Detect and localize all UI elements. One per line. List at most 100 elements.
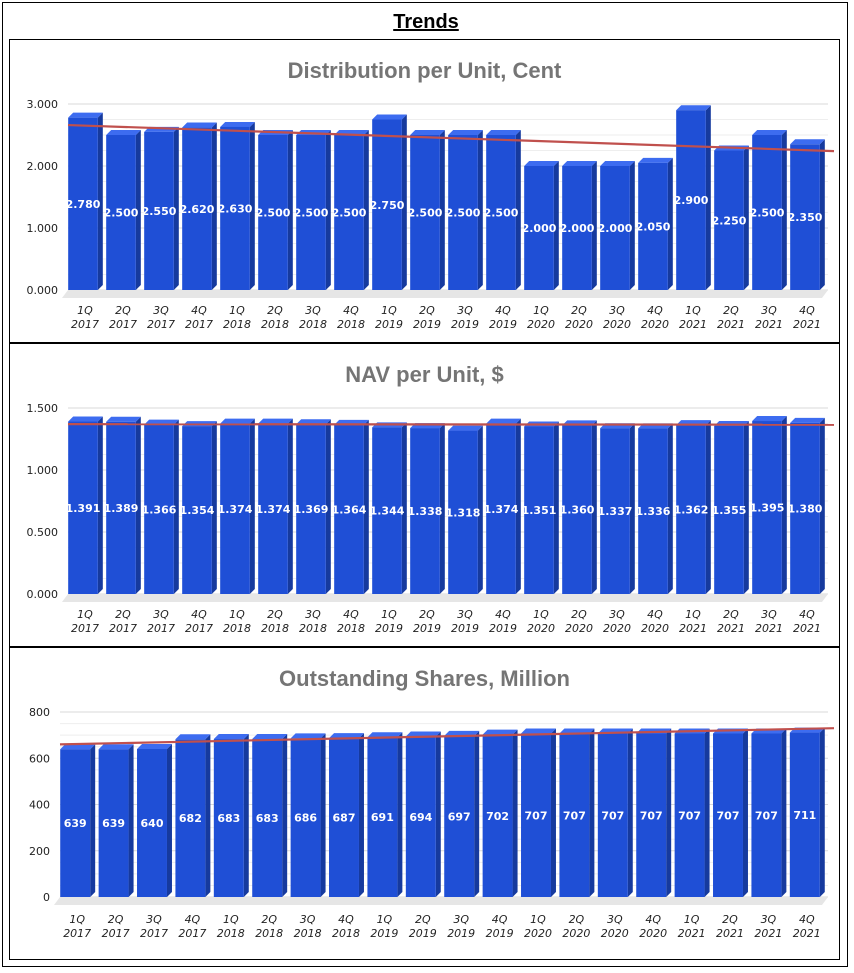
data-label: 2.500 — [408, 207, 443, 220]
x-tick-label: 2019 — [413, 318, 441, 331]
bar-front — [220, 126, 250, 290]
y-tick-label: 1.500 — [27, 402, 59, 415]
x-tick-label: 2020 — [601, 927, 629, 940]
bar-side — [97, 416, 103, 594]
bar-side — [591, 420, 597, 594]
bar-side — [742, 728, 748, 897]
bar — [448, 425, 483, 594]
x-tick-label: 2021 — [679, 318, 707, 331]
bar-front — [405, 736, 436, 897]
bar — [290, 733, 326, 897]
bar-front — [638, 428, 668, 594]
data-label: 2.500 — [446, 207, 481, 220]
data-label: 1.354 — [180, 504, 215, 517]
trendline — [67, 423, 835, 426]
bar — [444, 730, 480, 897]
bar-top — [182, 122, 217, 128]
bar-top — [444, 730, 480, 736]
bar-side — [325, 419, 331, 594]
x-tick-label: 2Q — [261, 913, 277, 926]
bar-front — [220, 423, 250, 594]
data-label: 2.050 — [636, 220, 671, 233]
bar-front — [486, 135, 516, 290]
bar-top — [68, 112, 103, 118]
bar-side — [629, 423, 635, 594]
bar — [790, 417, 825, 594]
data-label: 707 — [640, 809, 663, 822]
bar-front — [98, 749, 129, 897]
bar-side — [97, 112, 103, 290]
bar-top — [258, 418, 293, 424]
bar-front — [600, 428, 630, 594]
x-tick-label: 2018 — [261, 622, 289, 635]
bar-front — [60, 749, 91, 897]
x-tick-label: 2018 — [261, 318, 289, 331]
x-tick-label: 4Q — [799, 608, 815, 621]
x-tick-label: 3Q — [305, 608, 321, 621]
bar-side — [282, 734, 288, 897]
bar — [175, 734, 211, 897]
bar-top — [790, 417, 825, 423]
bar-top — [676, 105, 711, 111]
bar-top — [367, 732, 403, 738]
bar-side — [705, 420, 711, 594]
y-tick-label: 0.500 — [27, 526, 59, 539]
bar-front — [752, 421, 782, 594]
bar-side — [135, 416, 141, 594]
bar-side — [205, 734, 211, 897]
bar-front — [524, 166, 554, 290]
bar-front — [597, 733, 628, 897]
data-label: 686 — [294, 812, 317, 825]
bar-top — [175, 734, 211, 740]
chart-floor — [62, 594, 828, 602]
bar-side — [363, 419, 369, 594]
data-label: 707 — [601, 809, 624, 822]
bar-front — [334, 424, 364, 594]
bar-side — [819, 139, 825, 290]
data-label: 2.500 — [750, 207, 785, 220]
x-tick-label: 2019 — [489, 318, 517, 331]
bar-side — [243, 734, 249, 897]
bar — [524, 161, 559, 290]
bar-front — [752, 135, 782, 290]
distribution-chart-panel: Distribution per Unit, Cent 0.000 1.000 2.0… — [9, 39, 840, 343]
x-tick-label: 2020 — [565, 318, 593, 331]
bar — [714, 145, 749, 290]
bar — [258, 418, 293, 594]
bar-front — [790, 144, 820, 290]
bar-front — [334, 135, 364, 290]
bar — [752, 416, 787, 594]
data-label: 2.500 — [332, 207, 367, 220]
data-label: 1.380 — [788, 502, 823, 515]
x-tick-label: 2Q — [723, 608, 739, 621]
bar — [296, 419, 331, 594]
bar-front — [600, 166, 630, 290]
bar-side — [667, 157, 673, 290]
bar-front — [714, 150, 744, 290]
bar — [790, 139, 825, 290]
x-tick-label: 2018 — [337, 622, 365, 635]
bar — [367, 732, 403, 897]
y-tick-label: 1.000 — [27, 464, 59, 477]
data-label: 2.500 — [294, 207, 329, 220]
x-tick-label: 3Q — [607, 913, 623, 926]
x-tick-label: 1Q — [381, 608, 397, 621]
page-title: Trends — [393, 11, 459, 33]
x-tick-label: 3Q — [457, 608, 473, 621]
data-label: 2.500 — [256, 207, 291, 220]
bar-front — [638, 162, 668, 290]
x-tick-label: 2017 — [147, 622, 175, 635]
bar-top — [448, 130, 483, 135]
bar-front — [175, 739, 206, 897]
x-tick-label: 2020 — [527, 318, 555, 331]
x-tick-label: 2019 — [486, 927, 514, 940]
bar-front — [372, 119, 402, 290]
bar — [334, 419, 369, 594]
x-tick-label: 1Q — [229, 608, 245, 621]
bar-front — [562, 166, 592, 290]
bar — [562, 161, 597, 290]
x-tick-label: 4Q — [799, 913, 815, 926]
x-tick-label: 4Q — [191, 304, 207, 317]
bar-front — [524, 426, 554, 594]
bar — [296, 130, 331, 290]
